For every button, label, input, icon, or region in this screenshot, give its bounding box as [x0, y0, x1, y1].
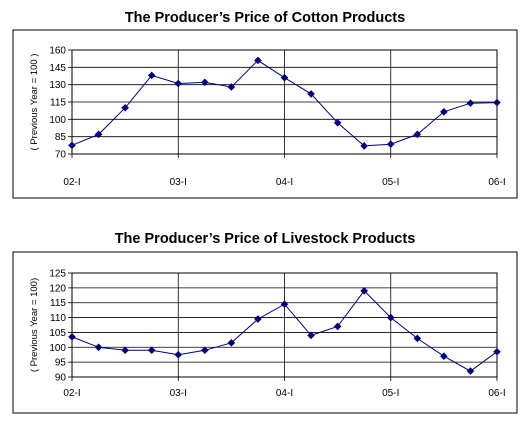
x-tick-label: 03-I	[170, 388, 187, 399]
chart-frame	[12, 29, 518, 199]
y-tick-label: 105	[49, 328, 66, 339]
data-point	[360, 142, 368, 150]
y-tick-label: 115	[50, 98, 66, 109]
x-tick-label: 03-I	[170, 177, 187, 188]
y-tick-label: 95	[55, 358, 67, 369]
x-tick-label: 02-I	[63, 177, 80, 188]
y-tick-label: 120	[49, 283, 66, 294]
y-tick-label: 85	[55, 132, 67, 143]
data-point	[201, 78, 209, 87]
y-tick-label: 90	[55, 373, 67, 384]
data-point	[121, 103, 129, 112]
chart-2: The Producer’s Price of Livestock Produc…	[12, 231, 518, 414]
y-axis-label: ( Previous Year = 100)	[29, 278, 40, 372]
x-tick-label: 05-I	[382, 388, 399, 399]
data-point	[254, 56, 262, 65]
data-point	[94, 130, 103, 139]
data-point	[333, 119, 342, 127]
data-point	[201, 346, 209, 355]
data-point	[280, 73, 289, 82]
x-tick-label: 05-I	[382, 177, 399, 188]
data-point	[493, 98, 501, 107]
y-tick-label: 115	[50, 298, 66, 309]
data-point	[68, 141, 76, 150]
chart-title: The Producer’s Price of Livestock Produc…	[115, 231, 416, 247]
y-tick-label: 130	[49, 80, 66, 91]
data-point	[174, 79, 183, 88]
y-tick-label: 110	[50, 313, 66, 324]
x-tick-label: 04-I	[276, 177, 293, 188]
data-point	[466, 99, 475, 107]
chart-frame	[12, 251, 518, 414]
y-tick-label: 100	[49, 115, 66, 126]
data-point	[413, 130, 422, 139]
y-tick-label: 145	[49, 63, 66, 74]
data-point	[493, 347, 501, 356]
data-point	[440, 108, 448, 116]
x-tick-label: 04-I	[276, 388, 293, 399]
data-point	[466, 367, 475, 375]
data-point	[307, 90, 315, 98]
data-point	[94, 343, 103, 352]
data-point	[280, 300, 289, 308]
x-tick-label: 06-I	[488, 388, 505, 399]
chart-title: The Producer’s Price of Cotton Products	[125, 10, 405, 26]
data-point	[440, 352, 448, 360]
data-point	[174, 350, 183, 359]
chart-1: The Producer’s Price of Cotton Products 1…	[12, 10, 518, 199]
data-point	[360, 287, 368, 295]
data-point	[227, 83, 236, 91]
data-point	[386, 140, 395, 148]
data-point	[68, 333, 76, 341]
data-point	[147, 346, 156, 355]
data-point	[307, 331, 315, 340]
x-tick-label: 06-I	[488, 177, 505, 188]
data-point	[386, 313, 395, 322]
y-tick-label: 125	[49, 269, 66, 280]
data-point	[254, 315, 262, 323]
y-tick-label: 160	[49, 46, 66, 57]
data-point	[147, 71, 156, 80]
data-point	[227, 339, 236, 347]
y-tick-label: 100	[49, 343, 66, 354]
y-axis-label: ( Previous Year = 100 )	[29, 54, 40, 151]
x-tick-label: 02-I	[63, 388, 80, 399]
data-point	[121, 346, 129, 355]
data-point	[333, 322, 342, 331]
data-point	[413, 334, 422, 343]
y-tick-label: 70	[55, 150, 67, 161]
